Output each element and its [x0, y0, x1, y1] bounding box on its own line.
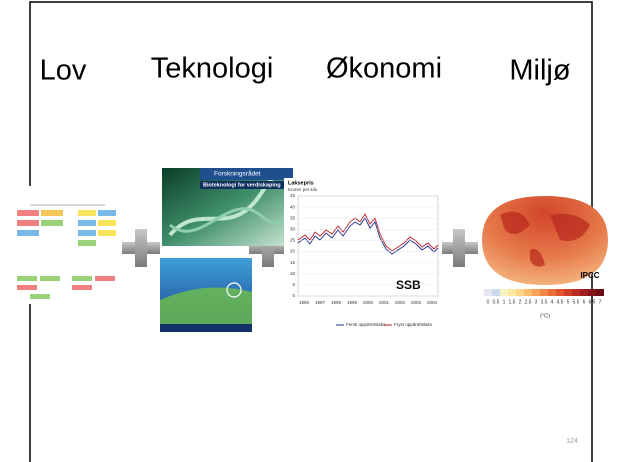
color-swatch — [540, 289, 548, 296]
x-tick-label: 1997 — [315, 300, 326, 305]
line-decor — [297, 217, 439, 255]
research-image — [160, 258, 252, 332]
scale-label: 1 — [503, 299, 506, 305]
scale-label: 3.5 — [541, 299, 548, 305]
x-tick-label: 1999 — [347, 300, 358, 305]
y-tick-label: 5 — [292, 282, 295, 287]
color-swatch — [532, 289, 540, 296]
dna-image: Forskningsrådet Bioteknologi for verdisk… — [162, 167, 293, 246]
scale-label: 6 — [583, 299, 586, 305]
y-tick-label: 40 — [290, 204, 296, 209]
y-tick-label: 10 — [290, 271, 296, 276]
y-tick-label: 15 — [290, 260, 296, 265]
scale-label: 4 — [551, 299, 554, 305]
x-tick-label: 2001 — [379, 300, 390, 305]
law-diagram — [16, 186, 120, 304]
source-label: SSB — [396, 278, 421, 292]
source-label: IPCC — [580, 271, 599, 280]
color-swatch — [580, 289, 588, 296]
y-tick-label: 25 — [290, 238, 296, 243]
color-swatch — [596, 289, 604, 296]
color-swatch — [548, 289, 556, 296]
banner-text: Bioteknologi for verdiskaping — [203, 182, 281, 188]
y-tick-label: 35 — [290, 215, 296, 220]
color-swatch — [524, 289, 532, 296]
x-tick-label: 2004 — [427, 300, 438, 305]
scale-label: 2 — [519, 299, 522, 305]
color-swatch — [564, 289, 572, 296]
scale-label: 0 — [487, 299, 490, 305]
legend-label: Fersk oppdrettslaks — [346, 322, 386, 327]
logo-text: Forskningsrådet — [214, 170, 261, 178]
legend-label: Fryst oppdrettslaks — [394, 322, 433, 327]
chart-title: Laksepris — [288, 180, 314, 186]
plus-sign — [440, 229, 478, 267]
x-tick-label: 2000 — [363, 300, 374, 305]
plus-sign — [122, 229, 160, 267]
price-chart: Laksepris Kroner per kilo SSB — [284, 178, 442, 336]
color-swatch — [508, 289, 516, 296]
color-swatch — [484, 289, 492, 296]
scale-label: 7 — [599, 299, 602, 305]
scale-label: 4.5 — [557, 299, 564, 305]
scale-label: 0.5 — [493, 299, 500, 305]
x-tick-label: 2002 — [395, 300, 406, 305]
heading: Økonomi — [326, 53, 442, 85]
color-swatch — [492, 289, 500, 296]
scale-label: 2.5 — [525, 299, 532, 305]
climate-map: IPCC (°C) — [482, 196, 608, 319]
color-swatch — [588, 289, 596, 296]
scale-label: 1.5 — [509, 299, 516, 305]
heading: Lov — [40, 55, 87, 87]
scale-label: 5 — [567, 299, 570, 305]
page-number: 124 — [566, 438, 578, 445]
y-tick-label: 45 — [290, 193, 296, 198]
scale-label: 5.5 — [573, 299, 580, 305]
unit-label: (°C) — [540, 313, 550, 319]
x-tick-label: 2003 — [411, 300, 422, 305]
scale-label: 6.5 — [589, 299, 596, 305]
y-tick-label: 0 — [292, 293, 295, 298]
color-swatch — [572, 289, 580, 296]
color-swatch — [500, 289, 508, 296]
color-swatch — [516, 289, 524, 296]
heading: Teknologi — [151, 53, 274, 85]
x-tick-label: 1996 — [299, 300, 310, 305]
y-tick-label: 30 — [290, 227, 296, 232]
y-axis-label: Kroner per kilo — [288, 187, 318, 192]
x-tick-label: 1998 — [331, 300, 342, 305]
y-tick-label: 20 — [290, 249, 296, 254]
scale-label: 3 — [535, 299, 538, 305]
color-swatch — [556, 289, 564, 296]
heading: Miljø — [509, 55, 570, 87]
